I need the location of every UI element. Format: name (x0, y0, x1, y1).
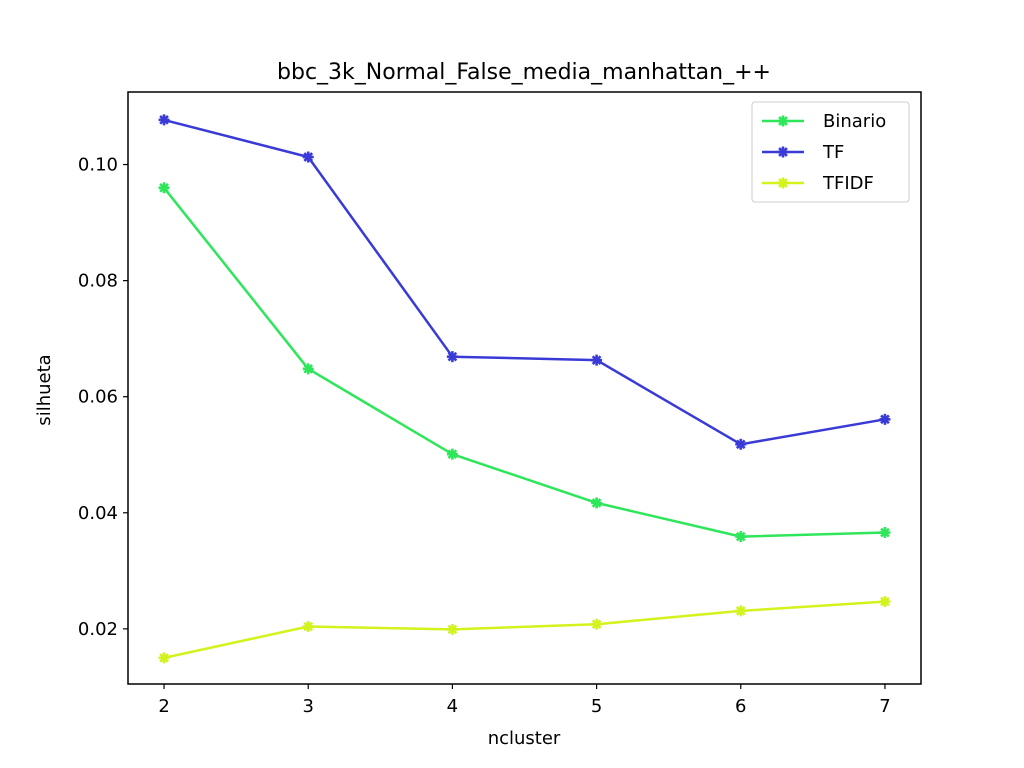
x-tick-label: 2 (158, 696, 169, 717)
series-line-tf (163, 118, 886, 446)
x-tick-label: 4 (447, 696, 458, 717)
x-tick-label: 3 (303, 696, 314, 717)
data-point-tf (446, 351, 458, 363)
data-point-binario (591, 497, 603, 509)
data-point-tf (591, 354, 603, 366)
y-tick-label: 0.08 (78, 271, 118, 292)
data-point-binario (446, 448, 458, 460)
data-point-tfidf (735, 605, 747, 617)
y-tick-label: 0.10 (78, 155, 118, 176)
chart-title: bbc_3k_Normal_False_media_manhattan_++ (277, 60, 771, 85)
data-point-binario (158, 182, 170, 194)
data-point-binario (879, 527, 891, 539)
x-axis-label: ncluster (488, 728, 561, 749)
y-tick-label: 0.04 (78, 503, 118, 524)
y-tick-label: 0.06 (78, 387, 118, 408)
x-tick-label: 6 (735, 696, 746, 717)
x-tick-label: 5 (591, 696, 602, 717)
data-point-tfidf (158, 652, 170, 664)
legend: Binario TF TFIDF (751, 101, 910, 203)
legend-label-tf: TF (822, 142, 844, 163)
data-point-binario (735, 531, 747, 543)
series-layer (158, 114, 891, 664)
plot-frame (127, 91, 922, 685)
y-axis: 0.02 0.04 0.06 0.08 0.10 (78, 155, 128, 640)
data-point-tfidf (302, 621, 314, 633)
legend-label-tfidf: TFIDF (822, 173, 874, 194)
data-point-tfidf (591, 618, 603, 630)
data-point-binario (302, 363, 314, 375)
y-tick-label: 0.02 (78, 619, 118, 640)
legend-marker-tf (777, 146, 789, 158)
y-axis-label: silhueta (34, 354, 55, 425)
x-axis: 2 3 4 5 6 7 (158, 684, 891, 717)
x-tick-label: 7 (879, 696, 890, 717)
data-point-tf (302, 151, 314, 163)
series-line-binario (163, 187, 886, 538)
data-point-tfidf (446, 623, 458, 635)
data-point-tfidf (879, 596, 891, 608)
legend-label-binario: Binario (823, 111, 886, 132)
legend-frame (751, 101, 910, 203)
legend-marker-binario (777, 115, 789, 127)
data-point-tf (735, 438, 747, 450)
data-point-tf (879, 413, 891, 425)
legend-marker-tfidf (777, 177, 789, 189)
data-point-tf (158, 114, 170, 126)
series-line-tfidf (163, 600, 886, 660)
